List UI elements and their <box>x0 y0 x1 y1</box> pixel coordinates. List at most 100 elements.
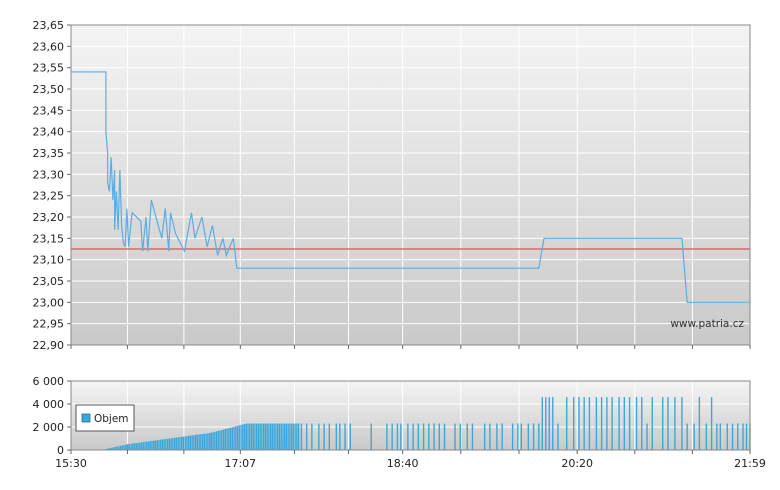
watermark: www.patria.cz <box>670 318 744 330</box>
volume-bar <box>628 397 631 450</box>
price-y-tick-label: 23,50 <box>33 83 65 96</box>
volume-bar <box>641 397 643 450</box>
volume-bar <box>224 429 226 450</box>
volume-bar <box>128 444 130 450</box>
volume-bar <box>268 423 270 450</box>
price-y-tick-label: 23,10 <box>33 254 65 267</box>
volume-bar <box>726 423 729 450</box>
volume-bar <box>226 428 228 450</box>
volume-bar <box>196 434 199 450</box>
volume-bar <box>606 397 608 450</box>
volume-bar <box>583 397 585 450</box>
volume-bar <box>240 424 242 450</box>
volume-bar <box>407 423 409 450</box>
volume-bar <box>646 423 648 450</box>
volume-bar <box>600 397 603 450</box>
volume-bar <box>339 423 341 450</box>
price-x-tick-marks <box>70 345 751 349</box>
volume-x-tick-label: 15:30 <box>55 457 87 470</box>
price-y-tick-label: 23,30 <box>33 168 65 181</box>
volume-bar <box>177 437 179 450</box>
volume-bar <box>151 440 153 450</box>
volume-bar <box>552 397 554 450</box>
volume-bar <box>107 448 110 450</box>
volume-bar <box>118 446 120 450</box>
volume-bar <box>137 442 139 450</box>
volume-bar <box>443 423 446 450</box>
price-y-tick-label: 23,35 <box>33 147 65 160</box>
volume-legend: Objem <box>75 404 135 432</box>
volume-bar <box>135 443 137 450</box>
volume-bar <box>471 423 474 450</box>
volume-bar <box>201 433 204 450</box>
volume-bar <box>618 397 620 450</box>
volume-bar <box>422 423 425 450</box>
volume-bar <box>222 429 225 450</box>
volume-bar <box>297 423 300 450</box>
volume-bar <box>109 448 111 450</box>
volume-bar <box>123 445 125 450</box>
volume-bar <box>133 443 136 450</box>
volume-bar <box>243 424 246 450</box>
price-y-tick-label: 23,45 <box>33 104 65 117</box>
volume-bar <box>412 423 414 450</box>
volume-bar <box>212 432 214 450</box>
volume-bar <box>165 438 167 450</box>
volume-bar <box>489 423 491 450</box>
price-plot-background <box>71 25 750 345</box>
volume-bar <box>132 443 134 450</box>
volume-bar <box>146 441 148 450</box>
volume-bar <box>167 438 169 450</box>
volume-bar <box>263 423 265 450</box>
volume-bar <box>252 423 254 450</box>
volume-bar <box>163 439 165 450</box>
volume-bar <box>144 441 146 450</box>
volume-bar <box>215 431 218 450</box>
volume-bar <box>496 423 498 450</box>
volume-bar <box>318 423 320 450</box>
volume-bar <box>566 397 568 450</box>
volume-bar <box>271 423 274 450</box>
volume-bar <box>242 424 244 450</box>
volume-bar <box>172 438 174 450</box>
volume-bar <box>158 439 160 450</box>
price-y-tick-label: 23,00 <box>33 296 65 309</box>
volume-bar <box>256 423 258 450</box>
volume-bar <box>290 423 293 450</box>
volume-bar <box>710 397 713 450</box>
volume-bar <box>548 397 550 450</box>
volume-bar <box>501 423 503 450</box>
volume-bar <box>189 435 192 451</box>
volume-bar <box>520 423 523 450</box>
volume-y-tick-label: 4 000 <box>33 398 65 411</box>
volume-bar <box>149 441 151 450</box>
price-series-line <box>71 71 750 303</box>
volume-bar <box>386 423 388 450</box>
volume-bar <box>182 436 185 450</box>
price-y-tick-label: 23,05 <box>33 275 65 288</box>
volume-bar <box>296 423 298 450</box>
volume-bar <box>168 438 171 450</box>
volume-bar <box>111 447 113 450</box>
volume-bar <box>323 423 325 450</box>
volume-bar <box>214 431 216 450</box>
price-y-tick-label: 23,20 <box>33 211 65 224</box>
volume-bar <box>573 397 575 450</box>
volume-plot-border <box>70 380 751 451</box>
volume-bar <box>400 423 402 450</box>
volume-bar <box>311 423 313 450</box>
volume-bar <box>264 423 267 450</box>
volume-bar <box>221 429 223 450</box>
volume-bar <box>139 442 141 450</box>
volume-bar <box>292 423 295 450</box>
volume-x-tick-label: 18:40 <box>387 457 419 470</box>
volume-bar <box>483 423 486 450</box>
volume-bar <box>595 397 598 450</box>
volume-bar <box>623 397 626 450</box>
volume-bar <box>532 423 535 450</box>
volume-bar <box>238 425 240 450</box>
volume-bar <box>193 435 195 450</box>
volume-bar <box>121 445 124 450</box>
volume-bar <box>112 447 115 450</box>
